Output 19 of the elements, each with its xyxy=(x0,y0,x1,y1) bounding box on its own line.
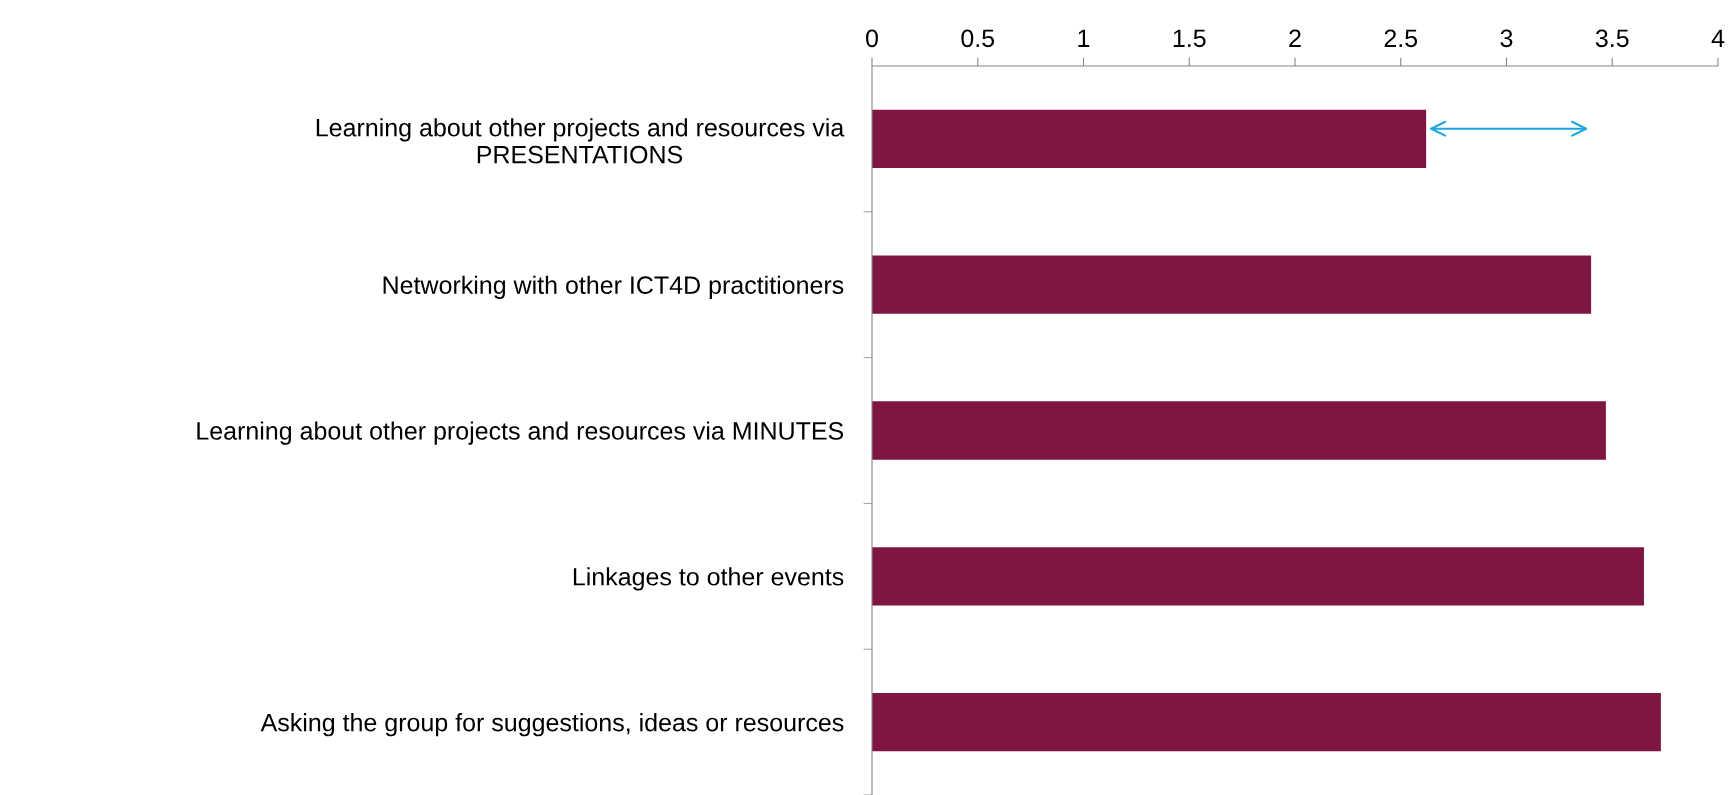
x-tick-label: 1 xyxy=(1078,29,1090,47)
x-tick-label: 4 xyxy=(1711,29,1725,47)
x-tick-label: 1.5 xyxy=(1173,29,1206,48)
y-tick-label: Learning about other projects and resources via PRESENTATIONS xyxy=(316,118,845,164)
bar xyxy=(872,547,1644,606)
bar xyxy=(872,692,1661,752)
x-tick-label: 0.5 xyxy=(961,29,995,48)
x-tick-label: 2 xyxy=(1289,29,1301,47)
x-tick-label: 2.5 xyxy=(1384,29,1418,48)
x-tick-label: 0 xyxy=(866,29,878,48)
x-tick-label: 3 xyxy=(1500,29,1513,48)
y-tick-label: Asking the group for suggestions, ideas or resources xyxy=(260,713,844,737)
x-tick-label: 3.5 xyxy=(1595,29,1629,48)
y-tick-label: Linkages to other events xyxy=(573,567,844,591)
bar xyxy=(872,255,1592,314)
y-tick-label: Networking with other ICT4D practitioners xyxy=(383,275,844,299)
bar xyxy=(872,401,1606,460)
y-tick-label: Learning about other projects and resources via MINUTES xyxy=(197,421,844,445)
bar xyxy=(872,109,1427,169)
